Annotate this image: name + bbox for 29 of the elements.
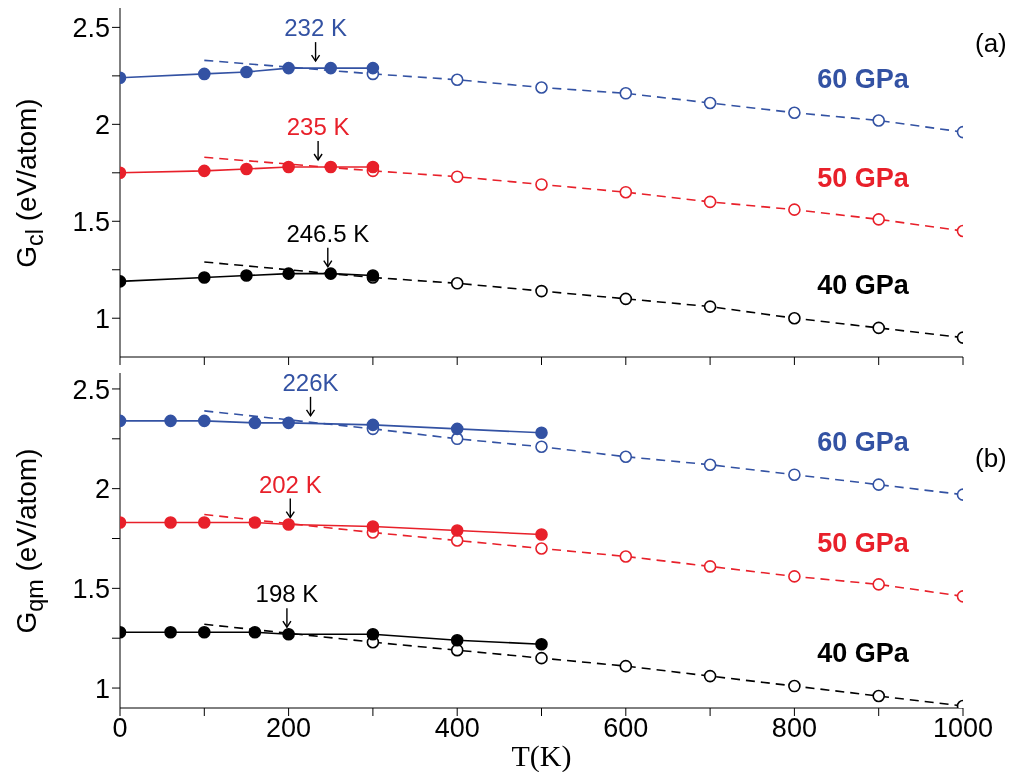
x-tick-label: 600 [603,713,649,744]
series-label: 60 GPa [817,64,910,95]
text: (a) [975,28,1007,59]
y-tick-label: 2 [94,109,110,140]
x-tick-label: 1000 [932,713,994,744]
annotation: 226K [282,368,339,396]
y-tick-label: 2.5 [72,374,110,405]
x-tick-label: 400 [434,713,480,744]
annotation: 232 K [284,14,347,42]
annotation: 198 K [255,580,319,608]
x-axis-title: T(K) [511,739,572,773]
x-tick-label: 0 [112,713,128,744]
series-label: 60 GPa [817,426,910,457]
series-label: 50 GPa [817,162,910,193]
x-tick-label: 800 [771,713,817,744]
text: (b) [975,443,1007,474]
x-tick-label: 200 [266,713,312,744]
y-tick-label: 1 [94,303,110,334]
annotation: 246.5 K [286,219,370,247]
y-tick-label: 1 [94,673,110,704]
series-label: 40 GPa [817,638,910,669]
y-tick-label: 1.5 [72,573,110,604]
y-tick-label: 2 [94,474,110,505]
y-tick-label: 1.5 [72,206,110,237]
series-label: 50 GPa [817,528,910,559]
y-tick-label: 2.5 [72,12,110,43]
annotation: 235 K [286,112,350,140]
annotation: 202 K [258,470,322,498]
series-label: 40 GPa [817,269,910,300]
